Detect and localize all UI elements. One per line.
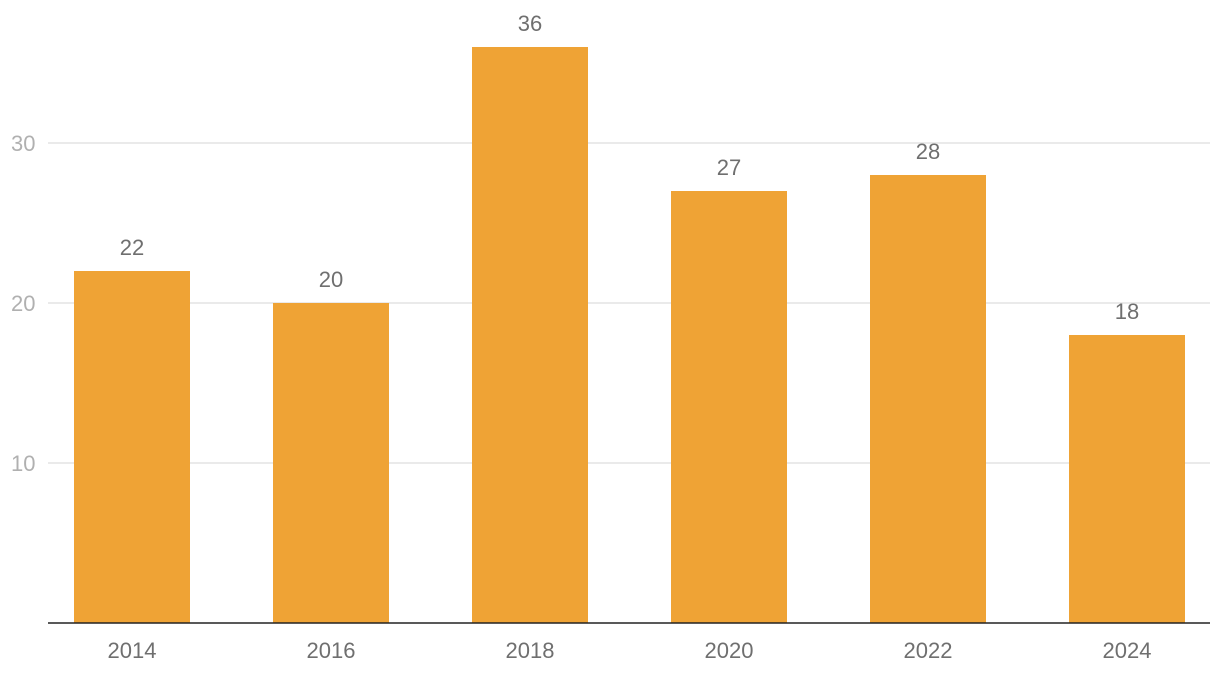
x-tick-label: 2022 — [904, 638, 953, 663]
y-tick-label: 10 — [11, 451, 35, 476]
bar-value-labels: 22 20 36 27 28 18 — [120, 11, 1139, 324]
bar-2018 — [472, 47, 588, 623]
y-tick-label: 30 — [11, 131, 35, 156]
bar-value-label: 18 — [1115, 299, 1139, 324]
x-axis-tick-labels: 2014 2016 2018 2020 2022 2024 — [108, 638, 1152, 663]
bar-value-label: 28 — [916, 139, 940, 164]
bar-value-label: 22 — [120, 235, 144, 260]
x-tick-label: 2014 — [108, 638, 157, 663]
x-tick-label: 2020 — [705, 638, 754, 663]
bar-2024 — [1069, 335, 1185, 623]
bars — [74, 47, 1185, 623]
bar-value-label: 36 — [518, 11, 542, 36]
bar-2016 — [273, 303, 389, 623]
x-tick-label: 2016 — [307, 638, 356, 663]
bar-2014 — [74, 271, 190, 623]
x-tick-label: 2024 — [1103, 638, 1152, 663]
bar-value-label: 27 — [717, 155, 741, 180]
x-tick-label: 2018 — [506, 638, 555, 663]
bar-2022 — [870, 175, 986, 623]
gridlines — [48, 142, 1210, 464]
bar-2020 — [671, 191, 787, 623]
y-tick-label: 20 — [11, 291, 35, 316]
bar-value-label: 20 — [319, 267, 343, 292]
y-axis-tick-labels: 10 20 30 — [11, 131, 35, 476]
